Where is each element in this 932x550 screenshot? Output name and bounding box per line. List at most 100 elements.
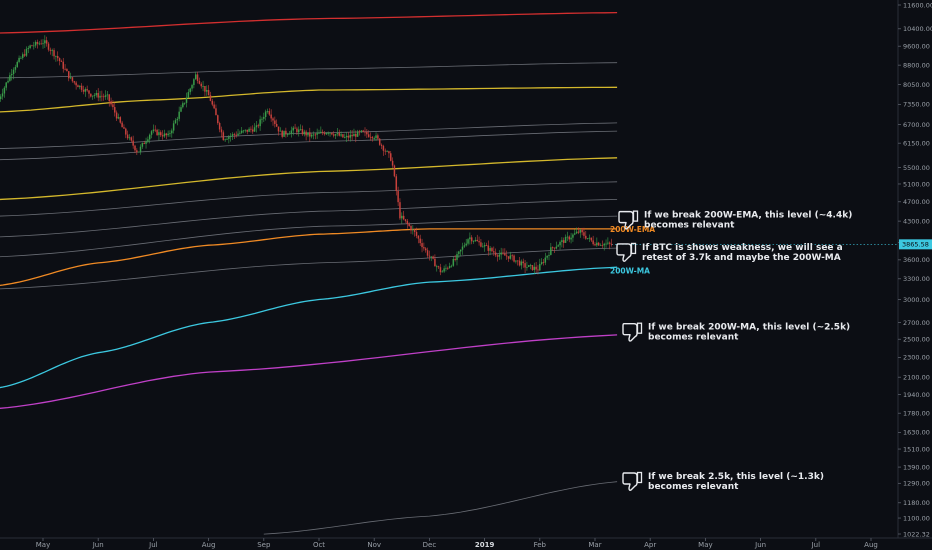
candle [566, 231, 569, 242]
x-tick-label: Dec [423, 541, 437, 549]
candle [270, 109, 272, 122]
thumbs-down-icon [618, 210, 639, 230]
candle [605, 239, 607, 248]
candle [125, 127, 127, 139]
y-tick-label: 1510.00 [903, 445, 930, 453]
candle [145, 137, 147, 149]
candle [64, 64, 66, 71]
candle [49, 47, 52, 55]
y-tick-label: 5100.00 [903, 180, 930, 188]
annotation-1: If we break 200W-EMA, this level (~4.4k)… [618, 210, 852, 231]
candle [163, 129, 166, 138]
candle [29, 44, 31, 50]
candle [469, 232, 471, 245]
candle [130, 136, 133, 143]
candle [275, 119, 278, 128]
candle [336, 127, 339, 137]
candle [7, 77, 9, 84]
candle [511, 254, 513, 261]
thumbs-down-icon [622, 471, 643, 491]
candle [494, 248, 497, 258]
candle [253, 123, 256, 133]
candle [327, 131, 329, 136]
candle [583, 227, 585, 239]
candle [489, 245, 491, 256]
y-tick-label: 3000.00 [903, 296, 930, 304]
candle [355, 130, 357, 143]
candle [292, 126, 294, 136]
candle [250, 126, 252, 133]
candle [268, 108, 271, 116]
candle [395, 174, 398, 196]
candle [55, 55, 57, 62]
price-axis[interactable]: 11600.00 10400.00 9600.00 8800.00 8050.00 735… [897, 0, 932, 538]
candle [557, 244, 559, 247]
candle [266, 108, 269, 114]
candle [318, 129, 320, 134]
y-tick-label: 4700.00 [903, 198, 930, 206]
candle [255, 120, 258, 133]
candle [220, 126, 223, 138]
candle [20, 56, 22, 59]
candle [320, 126, 322, 134]
candle [102, 93, 105, 101]
candle [160, 130, 162, 137]
indicator-line-5 [0, 157, 618, 201]
time-axis[interactable]: May Jun Jul Aug Sep Oct Nov Dec 2019 Feb Mar Apr May… [0, 537, 932, 549]
candle [224, 138, 226, 142]
candle [478, 236, 480, 246]
candle [66, 68, 68, 72]
candle [150, 129, 153, 139]
candle [84, 87, 87, 97]
candle [174, 118, 177, 124]
candle [434, 254, 436, 267]
candle [167, 130, 169, 138]
candle [279, 127, 282, 132]
candle [590, 237, 593, 242]
candle [528, 264, 530, 268]
candle [60, 59, 63, 62]
candle [226, 137, 228, 140]
candle [290, 126, 293, 138]
candle [91, 95, 94, 100]
candle [222, 130, 225, 141]
x-tick-label: May [698, 541, 712, 549]
candle [448, 262, 451, 269]
candle [307, 132, 309, 138]
candle [515, 260, 517, 264]
candle [108, 94, 110, 107]
candle [342, 133, 344, 138]
candle [0, 94, 2, 102]
candle [86, 85, 88, 92]
candle [185, 92, 188, 108]
plot-area[interactable] [0, 11, 898, 535]
candle [239, 130, 241, 135]
indicator-line-4 [0, 130, 618, 161]
x-tick-label: Apr [644, 541, 656, 549]
candle [518, 257, 521, 267]
candle [608, 241, 611, 250]
candle [75, 80, 77, 90]
price-candles [0, 35, 613, 276]
candle [480, 238, 482, 248]
candle [134, 144, 136, 153]
candle [500, 247, 502, 260]
candle [502, 248, 504, 255]
candle [496, 253, 499, 262]
x-tick-label: May [36, 541, 50, 549]
candle [301, 125, 304, 136]
y-tick-label: 2500.00 [903, 336, 930, 344]
candle [196, 71, 199, 84]
y-tick-label: 10400.00 [903, 25, 932, 33]
candle [217, 114, 219, 125]
candle [47, 41, 50, 52]
candle [483, 242, 486, 252]
candle [351, 130, 353, 141]
candle [382, 144, 385, 156]
candle [513, 254, 515, 263]
candle [82, 85, 85, 95]
candle [218, 121, 221, 133]
candle [3, 86, 6, 98]
candle [415, 227, 418, 239]
